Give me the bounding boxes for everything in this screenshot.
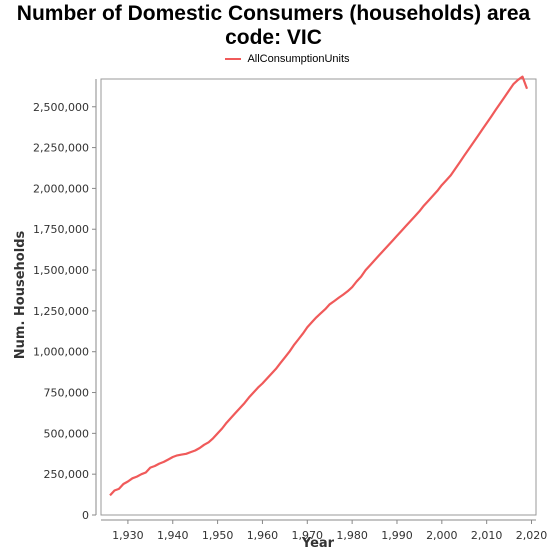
chart-title: Number of Domestic Consumers (households… [0, 2, 547, 50]
y-tick-label: 2,000,000 [33, 182, 89, 195]
y-tick-label: 2,500,000 [33, 101, 89, 114]
y-tick-label: 1,500,000 [33, 264, 89, 277]
x-tick-label: 1,990 [381, 529, 413, 542]
series-group [109, 75, 529, 497]
x-tick-label: 1,980 [336, 529, 368, 542]
x-tick-label: 2,000 [426, 529, 458, 542]
x-tick-label: 1,950 [202, 529, 234, 542]
x-tick-label: 1,960 [247, 529, 279, 542]
series-line-allconsumptionunits [109, 75, 529, 497]
x-tick-label: 2,020 [516, 529, 547, 542]
chart-title-line-1: Number of Domestic Consumers (households… [16, 2, 531, 25]
y-tick-label: 2,250,000 [33, 142, 89, 155]
plot-frame [100, 78, 537, 516]
axes-group [95, 78, 537, 521]
x-tick-label: 2,010 [471, 529, 503, 542]
legend: AllConsumptionUnits [0, 53, 547, 65]
y-tick-label: 1,250,000 [33, 305, 89, 318]
y-tick-label: 1,000,000 [33, 346, 89, 359]
y-tick-label: 1,750,000 [33, 223, 89, 236]
x-tick-label: 1,970 [292, 529, 324, 542]
x-axis-label: Year [301, 536, 335, 551]
x-tick-label: 1,940 [157, 529, 189, 542]
y-tick-label: 500,000 [44, 427, 90, 440]
x-tick-label: 1,930 [112, 529, 144, 542]
y-tick-label: 250,000 [44, 468, 90, 481]
y-tick-label: 0 [82, 509, 89, 522]
y-axis-label: Num. Households [13, 231, 28, 360]
legend-label-allconsumptionunits: AllConsumptionUnits [247, 53, 350, 65]
chart-title-line-2: code: VIC [225, 26, 322, 49]
y-tick-label: 750,000 [44, 387, 90, 400]
ticks-group: 0 250,000 500,000 750,000 1,000,000 1,250,000… [33, 101, 547, 542]
legend-swatch-allconsumptionunits [225, 58, 242, 60]
